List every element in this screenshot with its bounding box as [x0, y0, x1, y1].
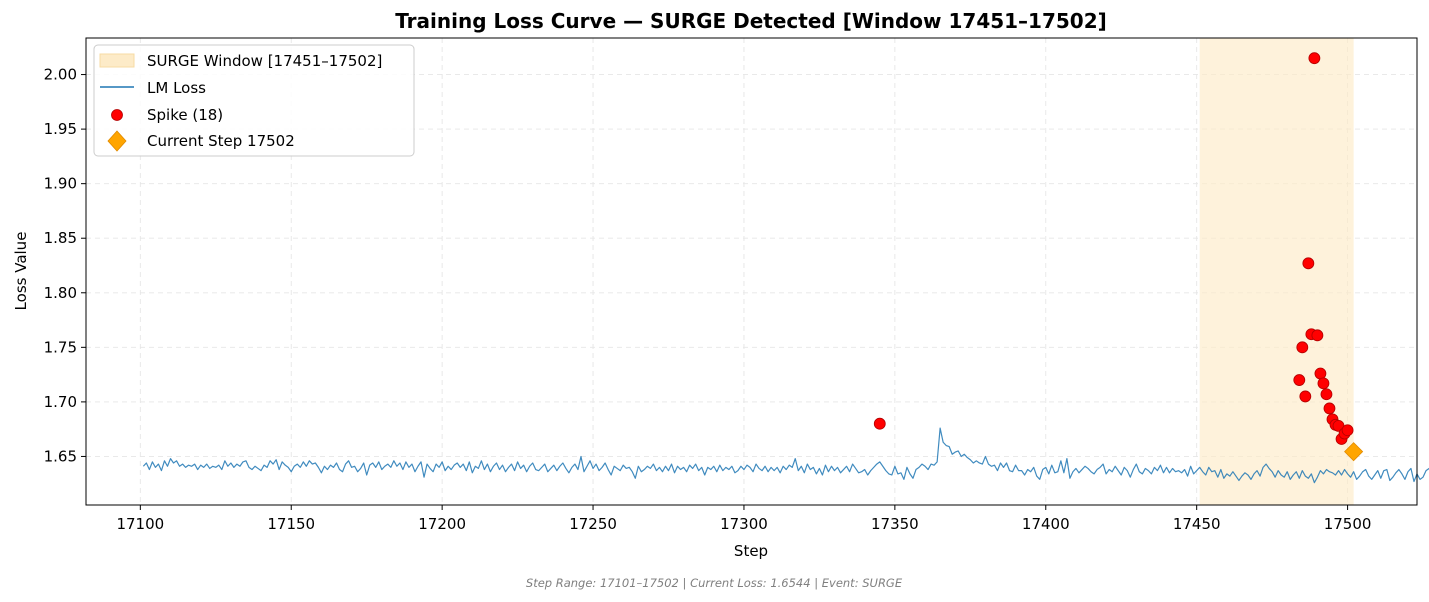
- marker-layer: [873, 52, 1364, 462]
- spike-marker: [873, 417, 886, 430]
- x-tick-label: 17350: [871, 515, 919, 533]
- y-tick-label: 1.85: [44, 229, 77, 247]
- y-tick-label: 1.70: [44, 393, 77, 411]
- grid-lines: [86, 38, 1417, 505]
- legend: SURGE Window [17451–17502] LM Loss Spike…: [93, 44, 415, 157]
- y-tick-label: 1.65: [44, 447, 77, 465]
- legend-surge-label: SURGE Window [17451–17502]: [147, 52, 382, 70]
- x-tick-label: 17450: [1173, 515, 1221, 533]
- legend-box: [93, 44, 415, 157]
- current-step-marker: [1344, 442, 1364, 462]
- y-tick-label: 1.95: [44, 120, 77, 138]
- spike-marker: [1293, 374, 1306, 386]
- spike-marker: [1317, 377, 1330, 390]
- y-axis: 1.65 1.70 1.75 1.80 1.85 1.90 1.95 2.00: [44, 66, 86, 465]
- y-axis-label: Loss Value: [12, 232, 30, 311]
- legend-surge-swatch: [99, 53, 135, 68]
- spike-marker: [1323, 402, 1336, 415]
- legend-loss-label: LM Loss: [147, 79, 206, 97]
- spike-marker: [1299, 390, 1312, 403]
- x-tick-label: 17100: [116, 515, 164, 533]
- plot-frame: [85, 37, 1418, 506]
- legend-spike-swatch: [111, 109, 123, 121]
- x-axis-label: Step: [734, 542, 768, 560]
- y-tick-label: 1.90: [44, 175, 77, 193]
- series-layer: [142, 427, 1429, 484]
- spike-marker: [1341, 424, 1354, 437]
- x-tick-label: 17400: [1022, 515, 1070, 533]
- chart-title: Training Loss Curve — SURGE Detected [Wi…: [395, 9, 1107, 33]
- spike-marker: [1296, 341, 1309, 354]
- spike-marker: [1308, 52, 1321, 65]
- spike-marker: [1314, 367, 1327, 380]
- footer-note: Step Range: 17101–17502 | Current Loss: …: [526, 576, 903, 590]
- surge-window-band: [1199, 38, 1354, 505]
- surge-window-layer: [1199, 38, 1354, 505]
- legend-spike-label: Spike (18): [147, 106, 223, 124]
- x-axis: 17100 17150 17200 17250 17300 17350 17400 17450…: [116, 505, 1371, 533]
- y-tick-label: 1.80: [44, 284, 77, 302]
- spike-marker: [1320, 388, 1333, 401]
- x-tick-label: 17200: [418, 515, 466, 533]
- legend-current-label: Current Step 17502: [147, 132, 295, 150]
- spike-marker: [1311, 329, 1324, 342]
- x-tick-label: 17500: [1324, 515, 1372, 533]
- x-tick-label: 17150: [267, 515, 315, 533]
- x-tick-label: 17300: [720, 515, 768, 533]
- lm-loss-line: [142, 427, 1429, 484]
- legend-current-swatch: [107, 130, 127, 152]
- y-tick-label: 1.75: [44, 338, 77, 356]
- y-tick-label: 2.00: [44, 66, 77, 84]
- x-tick-label: 17250: [569, 515, 617, 533]
- spike-marker: [1302, 257, 1315, 270]
